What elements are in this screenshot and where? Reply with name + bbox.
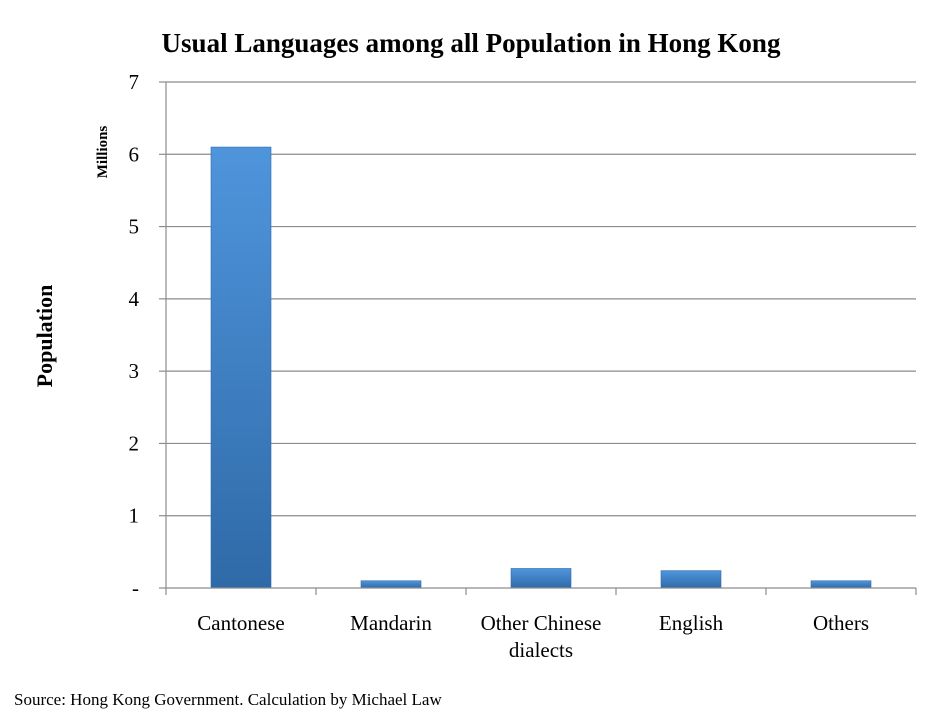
y-tick-label: - bbox=[132, 576, 139, 600]
axes bbox=[165, 82, 916, 589]
y-tick-label: 4 bbox=[129, 287, 140, 311]
y-tick-label: 6 bbox=[129, 142, 140, 166]
chart-title: Usual Languages among all Population in … bbox=[162, 28, 781, 58]
y-tick-label: 1 bbox=[129, 504, 140, 528]
y-axis-unit-label: Millions bbox=[95, 126, 111, 179]
category-labels: Cantonese Mandarin Other Chinese dialects En… bbox=[197, 611, 869, 662]
y-tick-label: 2 bbox=[129, 431, 140, 455]
x-category-label: Mandarin bbox=[350, 611, 432, 635]
bar-mandarin bbox=[360, 580, 422, 589]
bar-english bbox=[660, 570, 722, 589]
y-axis-label: Population bbox=[32, 285, 57, 388]
gridlines bbox=[166, 81, 916, 517]
bar-others bbox=[810, 580, 872, 589]
x-category-label: Others bbox=[813, 611, 869, 635]
y-tick-label: 3 bbox=[129, 359, 140, 383]
y-tick-label: 7 bbox=[129, 70, 140, 94]
y-tick-label: 5 bbox=[129, 215, 140, 239]
bars bbox=[210, 146, 872, 589]
x-category-label: English bbox=[659, 611, 724, 635]
x-category-label: dialects bbox=[509, 638, 573, 662]
x-category-label: Other Chinese bbox=[481, 611, 602, 635]
bar-cantonese bbox=[210, 146, 272, 589]
bar-other-chinese-dialects bbox=[510, 568, 572, 589]
source-note: Source: Hong Kong Government. Calculatio… bbox=[14, 690, 442, 709]
y-axis-ticks: - 1 2 3 4 5 6 7 bbox=[129, 70, 166, 600]
x-category-label: Cantonese bbox=[197, 611, 284, 635]
x-axis-ticks bbox=[165, 588, 917, 595]
